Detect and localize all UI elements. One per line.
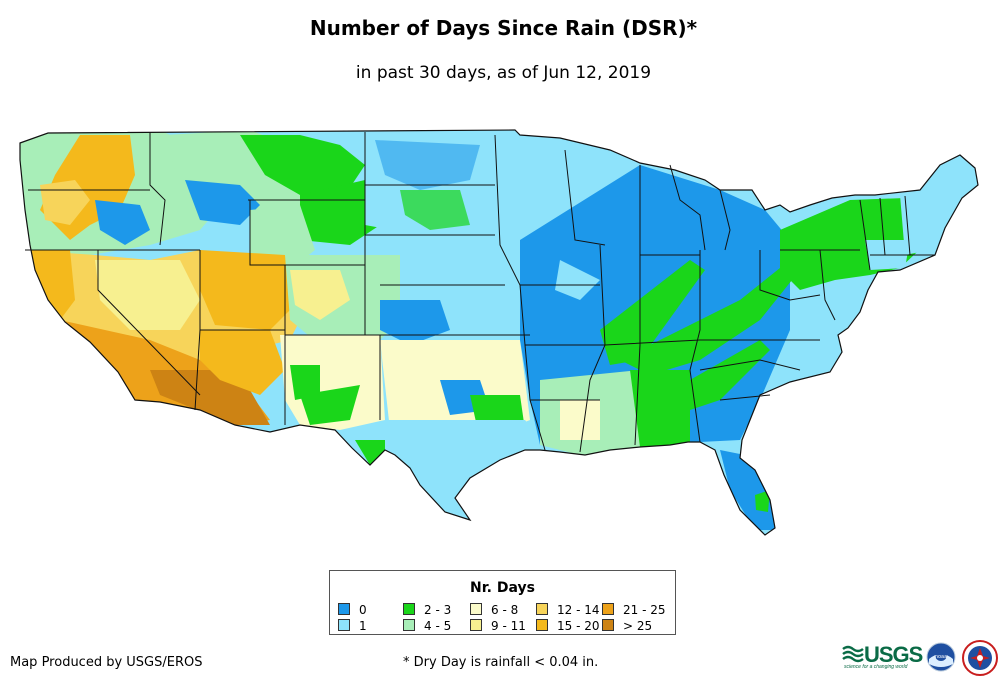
legend-item-7: 15 - 20 <box>536 619 600 632</box>
legend-title: Nr. Days <box>470 580 535 596</box>
map-subtitle: in past 30 days, as of Jun 12, 2019 <box>355 63 652 83</box>
dry-day-note: * Dry Day is rainfall < 0.04 in. <box>403 655 599 670</box>
legend-item-8: 21 - 25 <box>602 603 666 616</box>
legend-label: > 25 <box>623 619 653 633</box>
noaa-label: noaa <box>935 654 947 660</box>
legend-label: 6 - 8 <box>491 603 519 617</box>
legend-swatch <box>470 619 482 631</box>
legend-item-3: 4 - 5 <box>403 619 451 632</box>
legend-item-0: 0 <box>338 603 367 616</box>
legend-label: 9 - 11 <box>491 619 526 633</box>
state-boundaries <box>19 129 979 536</box>
legend-item-6: 12 - 14 <box>536 603 600 616</box>
legend-swatch <box>338 603 350 615</box>
legend-label: 12 - 14 <box>557 603 600 617</box>
legend-item-9: > 25 <box>602 619 652 632</box>
legend-label: 0 <box>359 603 367 617</box>
dsr-fill-layer <box>20 130 978 535</box>
legend-label: 21 - 25 <box>623 603 666 617</box>
legend-label: 4 - 5 <box>424 619 452 633</box>
legend-swatch <box>536 619 548 631</box>
usgs-logo: USGS science for a changing world <box>842 642 923 670</box>
legend-label: 15 - 20 <box>557 619 600 633</box>
legend-label: 2 - 3 <box>424 603 452 617</box>
legend-swatch <box>602 603 614 615</box>
map-title: Number of Days Since Rain (DSR)* <box>309 16 698 40</box>
noaa-logo: noaa <box>926 642 956 672</box>
legend-swatch <box>403 619 415 631</box>
usgs-tagline: science for a changing world <box>844 664 908 670</box>
legend-swatch <box>403 603 415 615</box>
legend-item-2: 2 - 3 <box>403 603 451 616</box>
usgs-wordmark: USGS <box>864 642 923 667</box>
legend-item-5: 9 - 11 <box>470 619 526 632</box>
legend-swatch <box>602 619 614 631</box>
legend-box: Nr. Days 0 1 2 - 3 4 - 5 6 - 8 9 - 11 12… <box>329 570 676 635</box>
national-weather-service-icon <box>962 640 998 676</box>
usgs-wave-icon <box>842 645 864 663</box>
legend-label: 1 <box>359 619 367 633</box>
credit-text: Map Produced by USGS/EROS <box>10 655 203 670</box>
legend-swatch <box>536 603 548 615</box>
legend-swatch <box>470 603 482 615</box>
legend-item-1: 1 <box>338 619 367 632</box>
us-dsr-map <box>19 129 979 536</box>
legend-swatch <box>338 619 350 631</box>
legend-item-4: 6 - 8 <box>470 603 518 616</box>
